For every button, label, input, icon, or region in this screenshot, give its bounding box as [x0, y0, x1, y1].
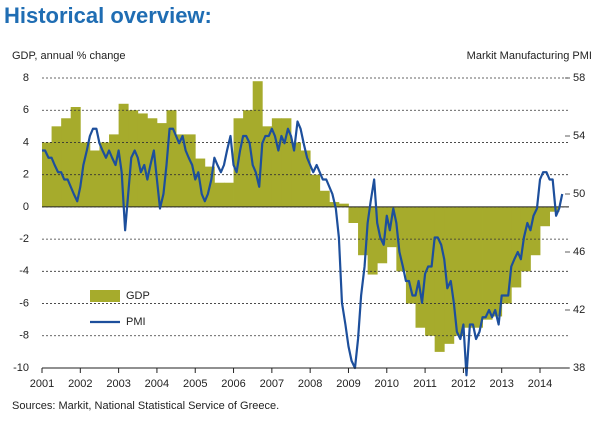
gdp-bar [89, 150, 100, 207]
gdp-bar [80, 142, 91, 207]
y2-tick-label: 50 [573, 188, 585, 200]
gdp-bar [319, 190, 330, 207]
gdp-bar [463, 206, 474, 328]
gdp-bar [137, 113, 148, 207]
gdp-bar [358, 206, 369, 256]
y2-axis-title: Markit Manufacturing PMI [467, 50, 592, 62]
gdp-bar [377, 206, 388, 264]
gdp-bar [262, 126, 273, 207]
gdp-bar [214, 182, 225, 207]
gdp-bar [405, 206, 416, 304]
gdp-bar [166, 110, 177, 207]
gdp-bar [396, 206, 407, 272]
y-tick-label: 4 [23, 136, 29, 148]
gdp-bar [444, 206, 455, 344]
y-tick-label: -8 [19, 330, 29, 342]
gdp-bar [511, 206, 522, 288]
y2-tick-label: 46 [573, 246, 585, 258]
gdp-bar [492, 206, 503, 317]
y-tick-label: 8 [23, 72, 29, 84]
grid-layer [42, 77, 569, 369]
gdp-bar [520, 206, 531, 272]
x-tick-label: 2008 [298, 378, 322, 390]
gdp-bar [185, 134, 196, 207]
x-tick-label: 2012 [451, 378, 475, 390]
gdp-bar [386, 206, 397, 248]
gdp-bar [156, 123, 167, 207]
gdp-bar [176, 134, 187, 207]
gdp-bar [109, 134, 120, 207]
gdp-bar [367, 206, 378, 275]
gdp-bar [271, 118, 282, 207]
gdp-bar [243, 110, 254, 207]
pmi-line [42, 120, 564, 377]
x-tick-label: 2010 [375, 378, 399, 390]
y-axis-title: GDP, annual % change [12, 50, 126, 62]
gdp-bar [530, 206, 541, 256]
gdp-bar [61, 118, 72, 207]
gdp-bar [540, 206, 550, 227]
gdp-bar [310, 174, 321, 207]
y2-tick-label: 42 [573, 304, 585, 316]
gdp-bar [348, 206, 359, 223]
source-note: Sources: Markit, National Statistical Se… [12, 400, 279, 412]
gdp-bar [223, 182, 234, 207]
x-tick-label: 2011 [413, 378, 437, 390]
gdp-bar [99, 142, 110, 207]
gdp-bar [281, 118, 292, 207]
y-tick-label: -10 [13, 362, 29, 374]
gdp-bar [482, 206, 493, 320]
y-tick-label: -4 [19, 265, 29, 277]
y-tick-label: -6 [19, 297, 29, 309]
y-tick-label: -2 [19, 233, 29, 245]
gdp-bar [118, 103, 129, 207]
legend-swatch [90, 290, 120, 302]
gdp-bar [147, 118, 158, 207]
y-tick-label: 2 [23, 169, 29, 181]
x-tick-label: 2009 [336, 378, 360, 390]
x-tick-label: 2005 [183, 378, 207, 390]
x-tick-label: 2006 [221, 378, 245, 390]
gdp-bar [70, 107, 81, 207]
gdp-bar [434, 206, 445, 352]
gdp-bar [501, 206, 512, 304]
gdp-bar [128, 110, 139, 207]
x-tick-label: 2007 [260, 378, 284, 390]
legend-label: GDP [126, 290, 150, 302]
line-layer [42, 120, 564, 377]
y-tick-label: 6 [23, 104, 29, 116]
x-tick-label: 2001 [30, 378, 54, 390]
gdp-bar [472, 206, 483, 328]
chart-title: Historical overview: [4, 3, 212, 28]
y2-tick-label: 54 [573, 130, 585, 142]
bars-layer [42, 81, 560, 352]
x-tick-label: 2003 [106, 378, 130, 390]
gdp-bar [338, 203, 349, 207]
x-tick-label: 2013 [489, 378, 513, 390]
x-tick-label: 2004 [145, 378, 169, 390]
y2-tick-label: 38 [573, 362, 585, 374]
gdp-bar [415, 206, 426, 328]
x-tick-label: 2014 [528, 378, 552, 390]
gdp-bar [252, 81, 263, 207]
y-tick-label: 0 [23, 201, 29, 213]
y2-tick-label: 58 [573, 72, 585, 84]
gdp-bar [300, 150, 311, 207]
x-tick-label: 2002 [68, 378, 92, 390]
legend-label: PMI [126, 316, 146, 328]
